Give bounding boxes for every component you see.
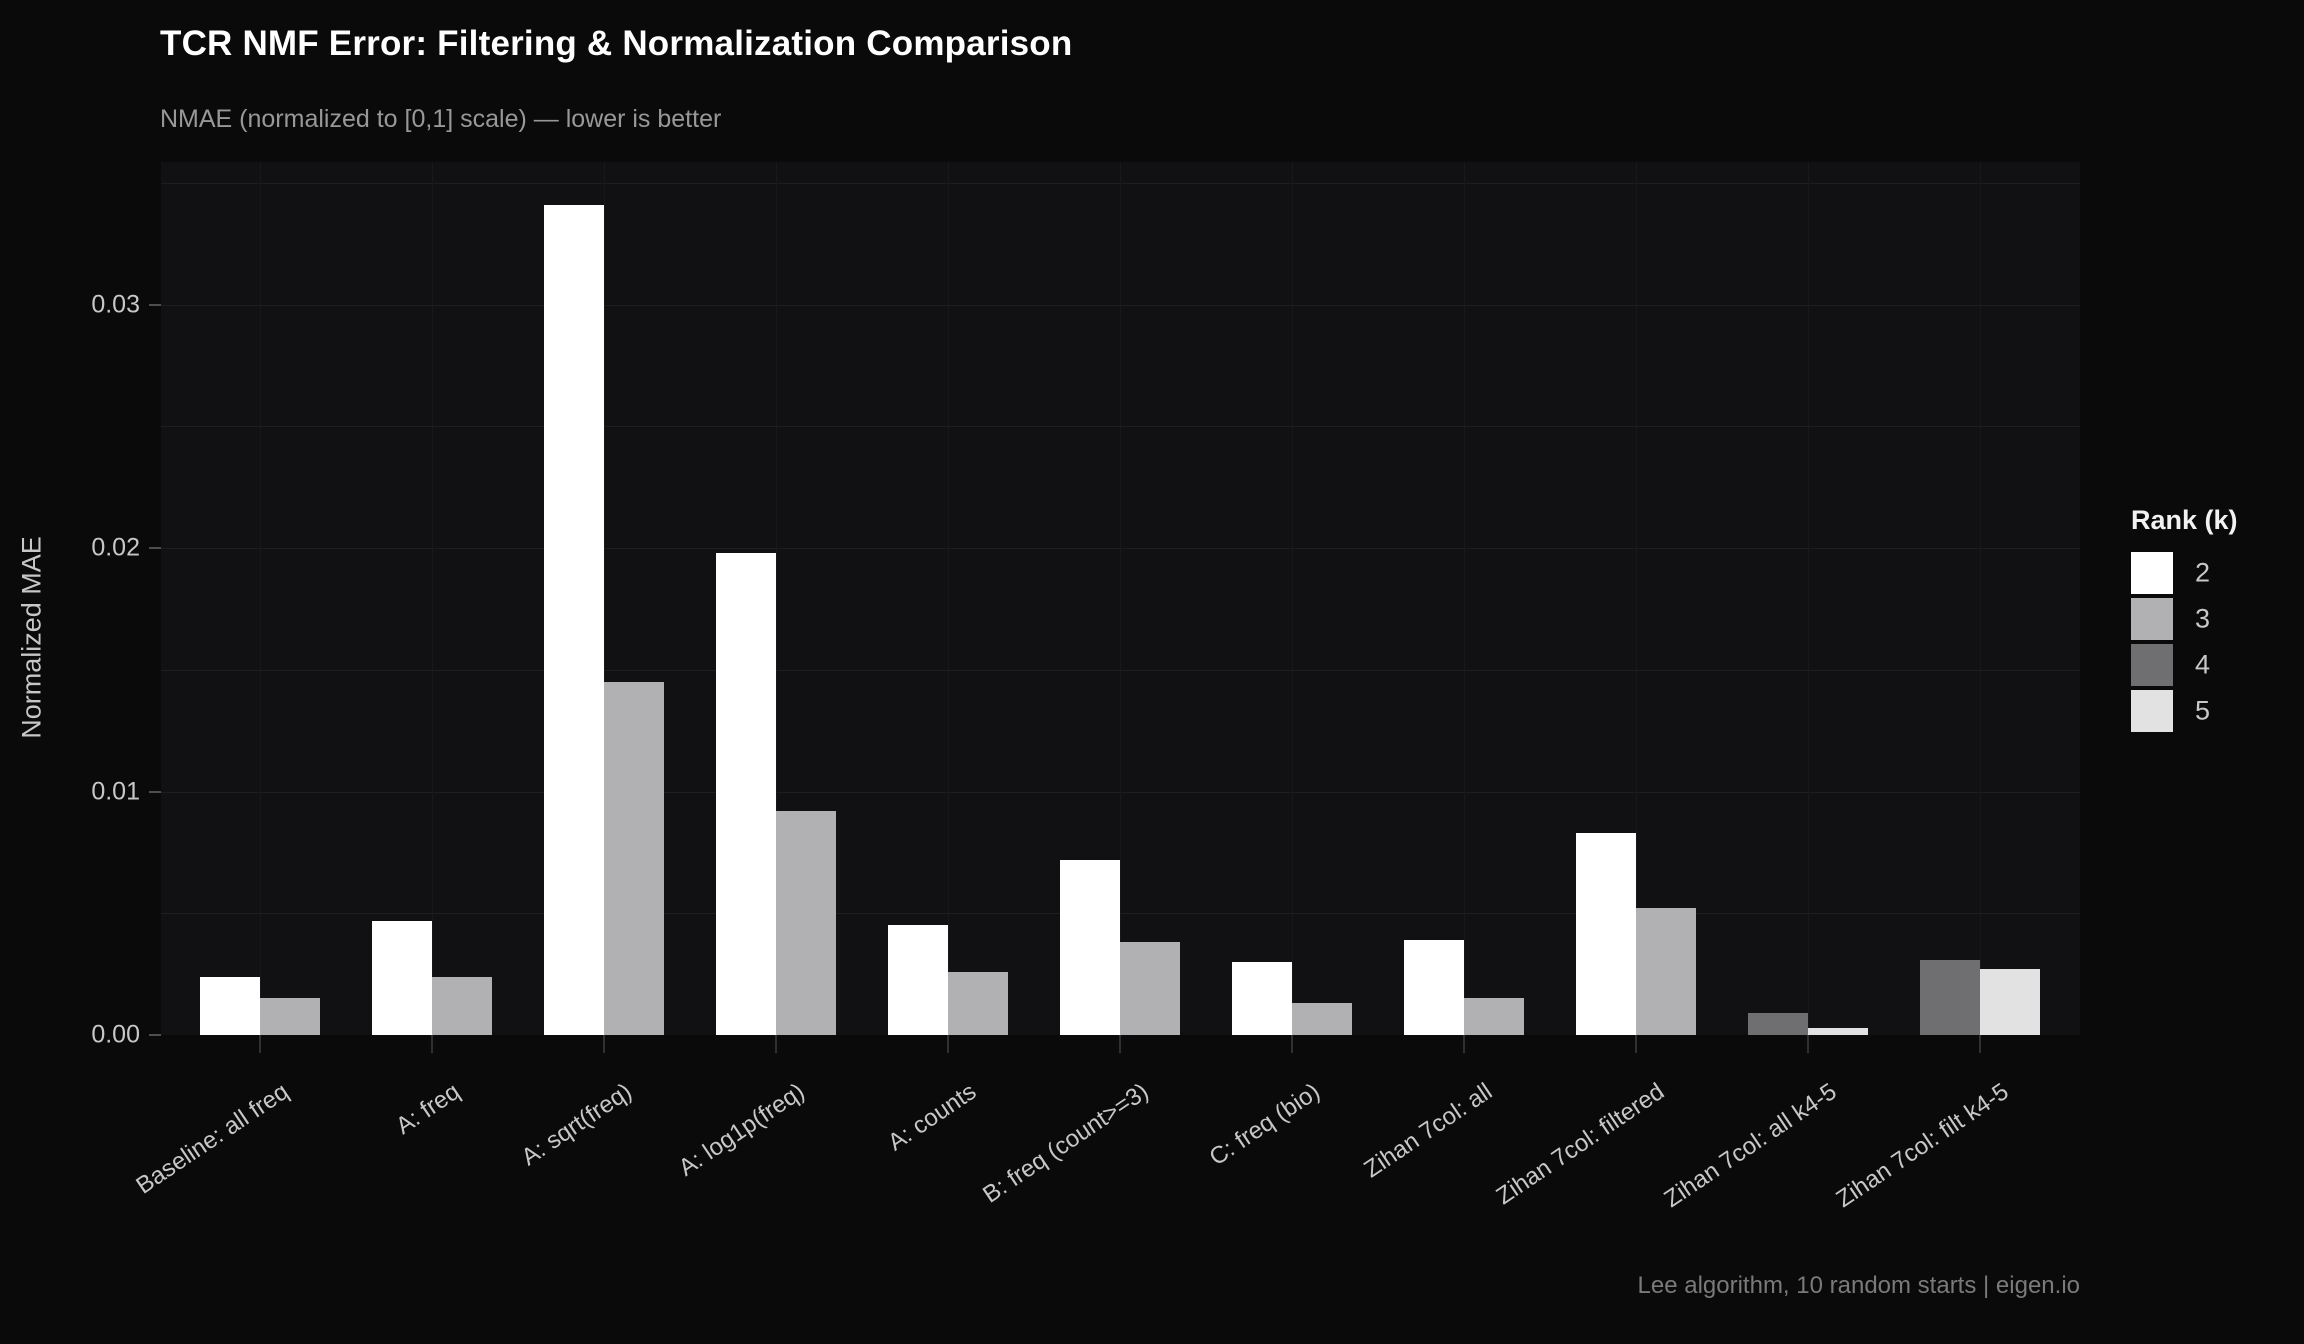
x-gridline: [1980, 162, 1981, 1035]
x-gridline: [1292, 162, 1293, 1035]
x-gridline: [776, 162, 777, 1035]
x-gridline: [260, 162, 261, 1035]
x-tick-label: A: sqrt(freq): [516, 1078, 638, 1172]
x-tick-mark: [1979, 1035, 1981, 1053]
bar-Zihan 7col: all k4-5-k4[interactable]: [1748, 1013, 1808, 1035]
bar-A: sqrt(freq)-k2[interactable]: [544, 204, 604, 1035]
bar-Baseline: all freq-k3[interactable]: [260, 998, 320, 1035]
bar-B: freq (count>=3)-k3[interactable]: [1120, 942, 1180, 1035]
legend-swatch-k4: [2131, 644, 2173, 686]
y-tick-mark: [149, 790, 161, 793]
chart-title: TCR NMF Error: Filtering & Normalization…: [160, 24, 1073, 63]
bar-A: counts-k3[interactable]: [948, 971, 1008, 1035]
bar-Zihan 7col: filt k4-5-k4[interactable]: [1920, 959, 1980, 1035]
legend-title: Rank (k): [2131, 505, 2238, 535]
bar-A: log1p(freq)-k3[interactable]: [776, 810, 836, 1035]
y-tick-label: 0.02: [91, 533, 140, 562]
x-tick-mark: [1291, 1035, 1293, 1053]
x-tick-label: Zihan 7col: filt k4-5: [1831, 1078, 2014, 1214]
bar-A: sqrt(freq)-k3[interactable]: [604, 681, 664, 1035]
x-tick-label: Baseline: all freq: [130, 1078, 294, 1200]
x-gridline: [432, 162, 433, 1035]
bar-Zihan 7col: all-k3[interactable]: [1464, 998, 1524, 1035]
y-tick-label: 0.00: [91, 1020, 140, 1049]
x-gridline: [1464, 162, 1465, 1035]
legend-swatch-k2: [2131, 552, 2173, 594]
bar-A: counts-k2[interactable]: [888, 925, 948, 1035]
x-gridline: [1808, 162, 1809, 1035]
bar-C: freq (bio)-k2[interactable]: [1232, 961, 1292, 1035]
legend-item-k3[interactable]: 3: [2131, 598, 2304, 640]
chart-subtitle: NMAE (normalized to [0,1] scale) — lower…: [160, 105, 722, 133]
y-tick-label: 0.03: [91, 290, 140, 318]
legend-swatch-k3: [2131, 598, 2173, 640]
y-tick-label: 0.01: [91, 777, 140, 805]
x-tick-mark: [1635, 1035, 1637, 1053]
footer-note: Lee algorithm, 10 random starts | eigen.…: [1637, 1272, 2080, 1299]
x-tick-mark: [1807, 1035, 1809, 1053]
x-tick-mark: [259, 1035, 261, 1053]
x-tick-label: B: freq (count>=3): [977, 1078, 1154, 1209]
bar-Baseline: all freq-k2[interactable]: [200, 976, 260, 1035]
bar-Zihan 7col: filtered-k2[interactable]: [1576, 832, 1636, 1035]
legend-label: 4: [2195, 649, 2211, 680]
x-tick-label: Zihan 7col: filtered: [1491, 1078, 1670, 1211]
bar-Zihan 7col: all k4-5-k5[interactable]: [1808, 1027, 1868, 1035]
x-tick-label: A: freq: [391, 1078, 466, 1140]
bar-A: freq-k3[interactable]: [432, 976, 492, 1035]
bar-B: freq (count>=3)-k2[interactable]: [1060, 859, 1120, 1035]
x-tick-label: A: log1p(freq): [673, 1078, 810, 1182]
x-tick-mark: [775, 1035, 777, 1053]
bar-Zihan 7col: all-k2[interactable]: [1404, 940, 1464, 1035]
x-gridline: [1636, 162, 1637, 1035]
bar-A: freq-k2[interactable]: [372, 920, 432, 1035]
x-tick-mark: [1119, 1035, 1121, 1053]
y-tick-mark: [149, 1034, 161, 1036]
bar-Zihan 7col: filtered-k3[interactable]: [1636, 908, 1696, 1035]
legend-item-k2[interactable]: 2: [2131, 552, 2304, 594]
x-gridline: [948, 162, 949, 1035]
x-tick-label: Zihan 7col: all: [1359, 1078, 1498, 1184]
x-tick-mark: [947, 1035, 949, 1053]
bar-A: log1p(freq)-k2[interactable]: [716, 552, 776, 1035]
legend-label: 2: [2195, 557, 2211, 588]
plot-panel: [161, 162, 2080, 1035]
bar-C: freq (bio)-k3[interactable]: [1292, 1003, 1352, 1035]
bar-Zihan 7col: filt k4-5-k5[interactable]: [1980, 969, 2040, 1035]
legend-label: 3: [2195, 603, 2211, 634]
x-tick-mark: [1463, 1035, 1465, 1053]
x-gridline: [604, 162, 605, 1035]
x-gridline: [1120, 162, 1121, 1035]
legend-swatch-k5: [2131, 690, 2173, 732]
x-tick-mark: [431, 1035, 433, 1053]
legend-item-k5[interactable]: 5: [2131, 690, 2304, 732]
x-tick-label: C: freq (bio): [1204, 1078, 1326, 1172]
x-tick-label: A: counts: [883, 1078, 982, 1157]
legend-label: 5: [2195, 695, 2211, 726]
x-tick-label: Zihan 7col: all k4-5: [1659, 1078, 1842, 1214]
y-tick-mark: [149, 547, 161, 549]
x-tick-mark: [603, 1035, 605, 1053]
y-tick-mark: [149, 303, 161, 306]
legend-item-k4[interactable]: 4: [2131, 644, 2304, 686]
